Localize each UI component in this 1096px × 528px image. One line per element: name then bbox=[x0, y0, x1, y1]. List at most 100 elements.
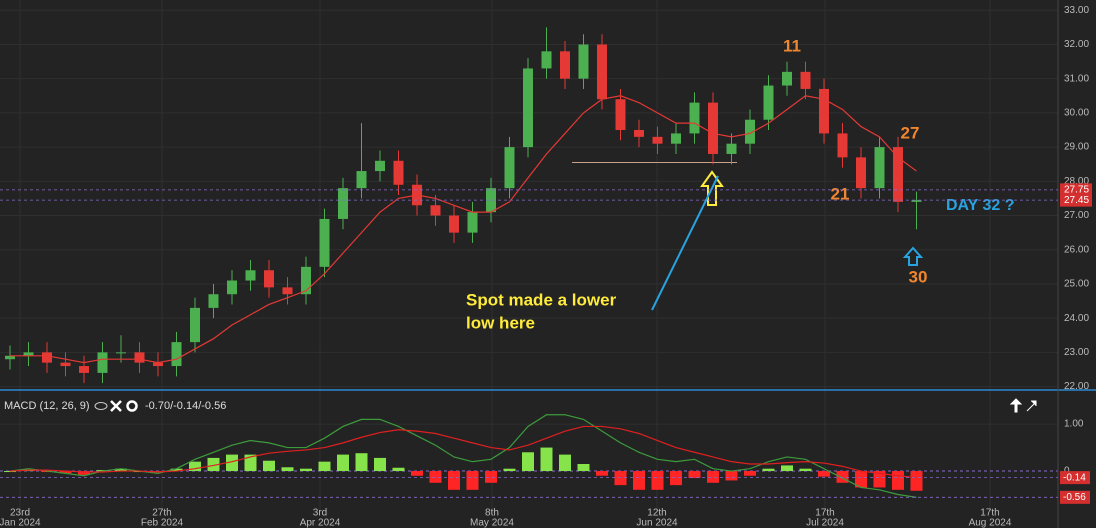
y-tick-label: 29.00 bbox=[1064, 142, 1089, 153]
histogram-bar bbox=[818, 471, 830, 477]
histogram-bar bbox=[670, 471, 682, 486]
blue-arrow bbox=[902, 246, 924, 266]
candle-body bbox=[338, 188, 348, 219]
candle-body bbox=[301, 266, 311, 295]
candle-body bbox=[819, 88, 829, 134]
annotation: 21 bbox=[831, 184, 850, 203]
histogram-bar bbox=[614, 471, 627, 486]
candle-body bbox=[5, 355, 15, 360]
candle-body bbox=[689, 102, 700, 134]
candle-body bbox=[745, 119, 755, 144]
candle-body bbox=[708, 102, 718, 154]
histogram-bar bbox=[688, 471, 701, 479]
histogram-bar bbox=[355, 453, 368, 472]
x-tick-label: 17th bbox=[815, 508, 834, 519]
candle-body bbox=[726, 143, 737, 154]
eye-icon[interactable] bbox=[94, 402, 108, 410]
candle-body bbox=[856, 157, 866, 189]
level-tag-label: -0.56 bbox=[1063, 492, 1086, 503]
yellow-arrow bbox=[700, 170, 724, 206]
histogram-bar bbox=[836, 471, 849, 483]
candle-body bbox=[264, 270, 274, 288]
x-tick-label: 8th bbox=[485, 508, 499, 519]
x-tick-label: May 2024 bbox=[470, 518, 514, 528]
candle-body bbox=[800, 71, 811, 89]
price-tag-label: 27.45 bbox=[1064, 195, 1089, 206]
candle-body bbox=[874, 147, 885, 189]
x-tick-label: 3rd bbox=[313, 508, 327, 519]
x-tick-label: Jun 2024 bbox=[636, 518, 678, 528]
histogram-bar bbox=[115, 468, 127, 472]
candle-body bbox=[634, 130, 644, 137]
macd-icons[interactable] bbox=[94, 400, 138, 412]
x-tick-label: Aug 2024 bbox=[969, 518, 1012, 528]
histogram-bar bbox=[281, 467, 294, 472]
candle-body bbox=[79, 366, 89, 373]
candle-body bbox=[763, 85, 774, 120]
histogram-bar bbox=[873, 471, 886, 488]
histogram-bar bbox=[892, 471, 904, 490]
histogram-bar bbox=[799, 468, 812, 472]
histogram-bar bbox=[503, 468, 516, 472]
histogram-bar bbox=[466, 471, 479, 490]
x-tick-label: Apr 2024 bbox=[300, 518, 341, 528]
candle-body bbox=[486, 188, 496, 213]
candle-body bbox=[319, 218, 330, 267]
histogram-bar bbox=[855, 471, 867, 488]
candle-body bbox=[467, 212, 478, 233]
annotation: 30 bbox=[909, 267, 928, 286]
candle-body bbox=[116, 352, 126, 354]
candle-body bbox=[671, 133, 681, 144]
y-tick-label: 30.00 bbox=[1064, 108, 1089, 119]
y-tick-label: 23.00 bbox=[1064, 347, 1089, 358]
pointer-line bbox=[651, 175, 719, 311]
candle-body bbox=[652, 136, 663, 144]
y-tick-label: 24.00 bbox=[1064, 313, 1089, 324]
candle-body bbox=[153, 362, 163, 367]
histogram-bar bbox=[485, 471, 497, 483]
histogram-bar bbox=[577, 464, 590, 472]
candle-body bbox=[560, 51, 570, 79]
candle-body bbox=[782, 71, 792, 86]
price-tag bbox=[1060, 193, 1092, 207]
candle-body bbox=[42, 352, 52, 363]
candle-body bbox=[430, 205, 441, 216]
macd-readout: -0.70/-0.14/-0.56 bbox=[145, 400, 226, 412]
candle-body bbox=[356, 171, 367, 189]
histogram-bar bbox=[429, 471, 442, 483]
histogram-bar bbox=[633, 471, 645, 490]
price-tag-label: 27.75 bbox=[1064, 185, 1089, 196]
candle-body bbox=[23, 352, 34, 356]
histogram-bar bbox=[540, 447, 553, 472]
candle-body bbox=[504, 147, 515, 189]
candle-body bbox=[208, 294, 219, 308]
close-icon[interactable] bbox=[110, 400, 122, 412]
candle-body bbox=[282, 287, 293, 295]
x-tick-label: Feb 2024 bbox=[141, 518, 184, 528]
y-tick-label: 31.00 bbox=[1064, 73, 1089, 84]
histogram-bar bbox=[318, 461, 331, 472]
candle-body bbox=[615, 99, 626, 130]
histogram-bar bbox=[300, 468, 312, 472]
y-tick-label: 33.00 bbox=[1064, 5, 1089, 16]
histogram-bar bbox=[244, 454, 257, 472]
x-tick-label: 17th bbox=[980, 508, 999, 519]
histogram-bar bbox=[207, 457, 220, 472]
candle-body bbox=[449, 215, 459, 233]
candle-body bbox=[134, 352, 145, 363]
annotation: 11 bbox=[783, 36, 801, 55]
x-tick-label: Jul 2024 bbox=[806, 518, 844, 528]
candle-body bbox=[375, 160, 385, 172]
signal-line bbox=[9, 425, 917, 479]
level-tag-label: -0.14 bbox=[1063, 472, 1086, 483]
settings-icon[interactable] bbox=[126, 400, 138, 412]
histogram-bar bbox=[374, 457, 386, 472]
moving-average bbox=[10, 95, 917, 364]
y-tick-label: 25.00 bbox=[1064, 279, 1089, 290]
candle-body bbox=[541, 51, 552, 69]
histogram-bar bbox=[411, 471, 423, 476]
histogram-bar bbox=[4, 471, 16, 473]
histogram-bar bbox=[707, 471, 719, 483]
panel-controls[interactable] bbox=[1009, 398, 1037, 413]
